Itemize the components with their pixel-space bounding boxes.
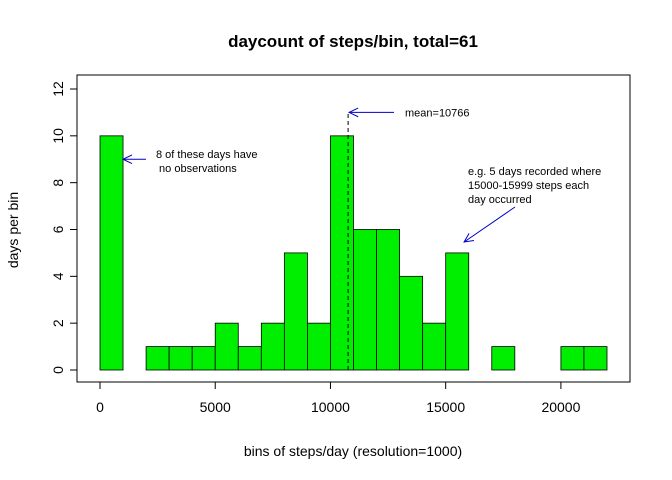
histogram-bar bbox=[376, 229, 400, 371]
histogram-bar bbox=[145, 346, 170, 371]
x-tick-label: 15000 bbox=[426, 399, 465, 415]
histogram-bar bbox=[560, 346, 585, 371]
histogram-bar bbox=[399, 275, 424, 371]
mean-label: mean=10766 bbox=[405, 107, 470, 119]
arrow-head bbox=[463, 233, 475, 243]
annotation-line: 8 of these days have bbox=[156, 149, 258, 161]
x-tick-label: 10000 bbox=[311, 399, 350, 415]
annotation-arrow bbox=[121, 154, 146, 165]
histogram-bar bbox=[307, 322, 331, 371]
y-tick-label: 0 bbox=[50, 366, 66, 374]
chart-title: daycount of steps/bin, total=61 bbox=[228, 32, 478, 51]
y-axis-label: days per bin bbox=[5, 192, 21, 268]
x-tick-label: 5000 bbox=[200, 399, 231, 415]
x-tick-label: 0 bbox=[96, 399, 104, 415]
x-axis-label: bins of steps/day (resolution=1000) bbox=[244, 443, 462, 459]
y-tick-label: 12 bbox=[50, 81, 66, 97]
histogram-bar bbox=[422, 322, 447, 371]
bars-layer bbox=[99, 135, 608, 371]
annotation-layer: mean=10766 8 of these days have no observ… bbox=[121, 107, 601, 243]
histogram-bar bbox=[168, 346, 193, 371]
annotation-text: e.g. 5 days recorded where 15000-15999 st… bbox=[468, 166, 601, 206]
histogram-bar bbox=[191, 346, 216, 371]
histogram-bar bbox=[330, 135, 354, 371]
histogram-bar bbox=[491, 346, 516, 371]
annotation-line: e.g. 5 days recorded where bbox=[468, 166, 601, 178]
histogram-bar bbox=[260, 322, 285, 371]
histogram-bar bbox=[237, 346, 262, 371]
annotation-line: 15000-15999 steps each bbox=[468, 180, 589, 192]
arrow-shaft bbox=[463, 206, 516, 243]
histogram-bar bbox=[583, 346, 608, 371]
annotation-text: 8 of these days have no observations bbox=[156, 149, 258, 175]
arrow-head bbox=[347, 107, 359, 118]
histogram-bar bbox=[283, 252, 308, 371]
histogram-bar bbox=[214, 322, 239, 371]
y-tick-label: 4 bbox=[50, 272, 66, 280]
x-tick-label: 20000 bbox=[541, 399, 580, 415]
y-tick-label: 6 bbox=[50, 225, 66, 233]
arrow-head bbox=[121, 154, 133, 165]
axes-layer: 0 5000 10000 15000 20000 0 2 4 6 8 10 12 bbox=[50, 81, 581, 415]
y-tick-label: 8 bbox=[50, 179, 66, 187]
histogram-bar bbox=[99, 135, 124, 371]
annotation-line: no observations bbox=[156, 163, 237, 175]
histogram-bar bbox=[353, 229, 377, 371]
annotation-line: day occurred bbox=[468, 194, 532, 206]
annotation-arrow bbox=[463, 206, 516, 243]
histogram-bar bbox=[445, 252, 470, 371]
y-tick-label: 2 bbox=[50, 319, 66, 327]
y-tick-label: 10 bbox=[50, 128, 66, 144]
mean-arrow bbox=[347, 107, 394, 118]
